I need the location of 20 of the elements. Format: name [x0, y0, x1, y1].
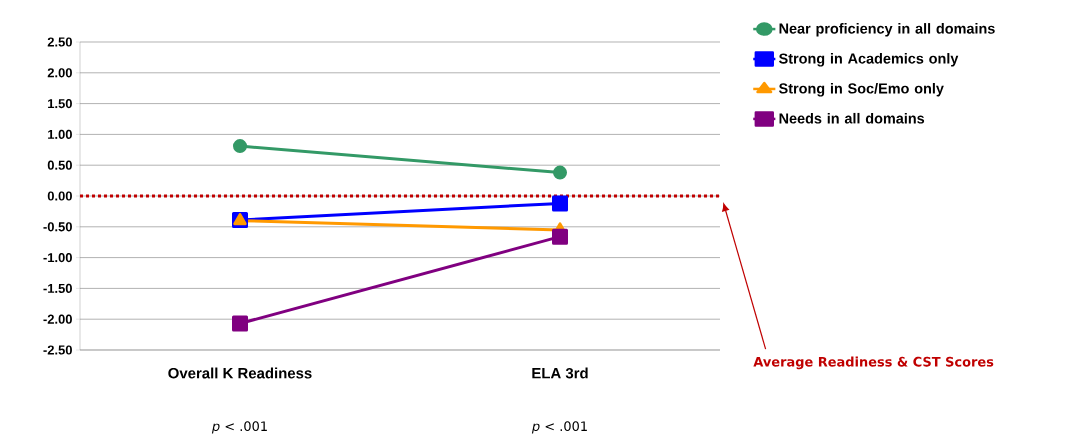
y-tick-label: 0.50: [47, 160, 72, 170]
x-tick-label: ELA 3rd: [532, 367, 588, 379]
y-tick-label: -0.50: [43, 222, 72, 232]
ref-line-label: Average Readiness & CST Scores: [753, 356, 994, 370]
y-tick-label: 0.00: [47, 191, 72, 201]
y-tick-label: -1.50: [43, 283, 72, 293]
legend-label: Strong in Academics only: [779, 53, 959, 67]
y-tick-label: 2.50: [47, 37, 72, 47]
y-tick-label: 2.00: [47, 68, 72, 78]
x-tick-label: Overall K Readiness: [168, 367, 312, 379]
y-tick-label: -2.50: [43, 345, 72, 355]
legend-label: Strong in Soc/Emo only: [779, 82, 944, 97]
y-tick-label: -2.00: [43, 314, 72, 324]
y-tick-label: 1.50: [48, 99, 72, 109]
text: p < .001: [211, 421, 267, 434]
y-tick-label: -1.00: [43, 253, 72, 263]
text: p < .001: [531, 421, 587, 434]
y-tick-label: 1.00: [48, 129, 72, 139]
legend-label: Near proficiency in all domains: [779, 23, 995, 37]
legend-label: Needs in all domains: [779, 112, 925, 124]
